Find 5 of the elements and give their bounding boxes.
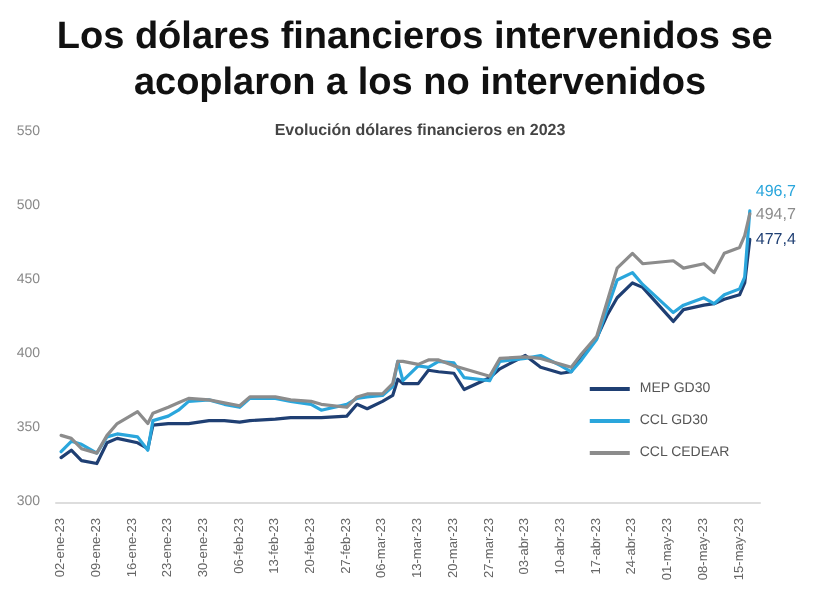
chart-subtitle: Evolución dólares financieros en 2023 bbox=[274, 121, 567, 139]
data-label: 496,7 bbox=[755, 181, 797, 200]
data-label: 494,7 bbox=[755, 204, 797, 223]
data-label: 477,4 bbox=[755, 230, 797, 249]
chart-title: Los dólares financieros intervenidos se acoplaron a los no intervenidos bbox=[56, 16, 784, 104]
